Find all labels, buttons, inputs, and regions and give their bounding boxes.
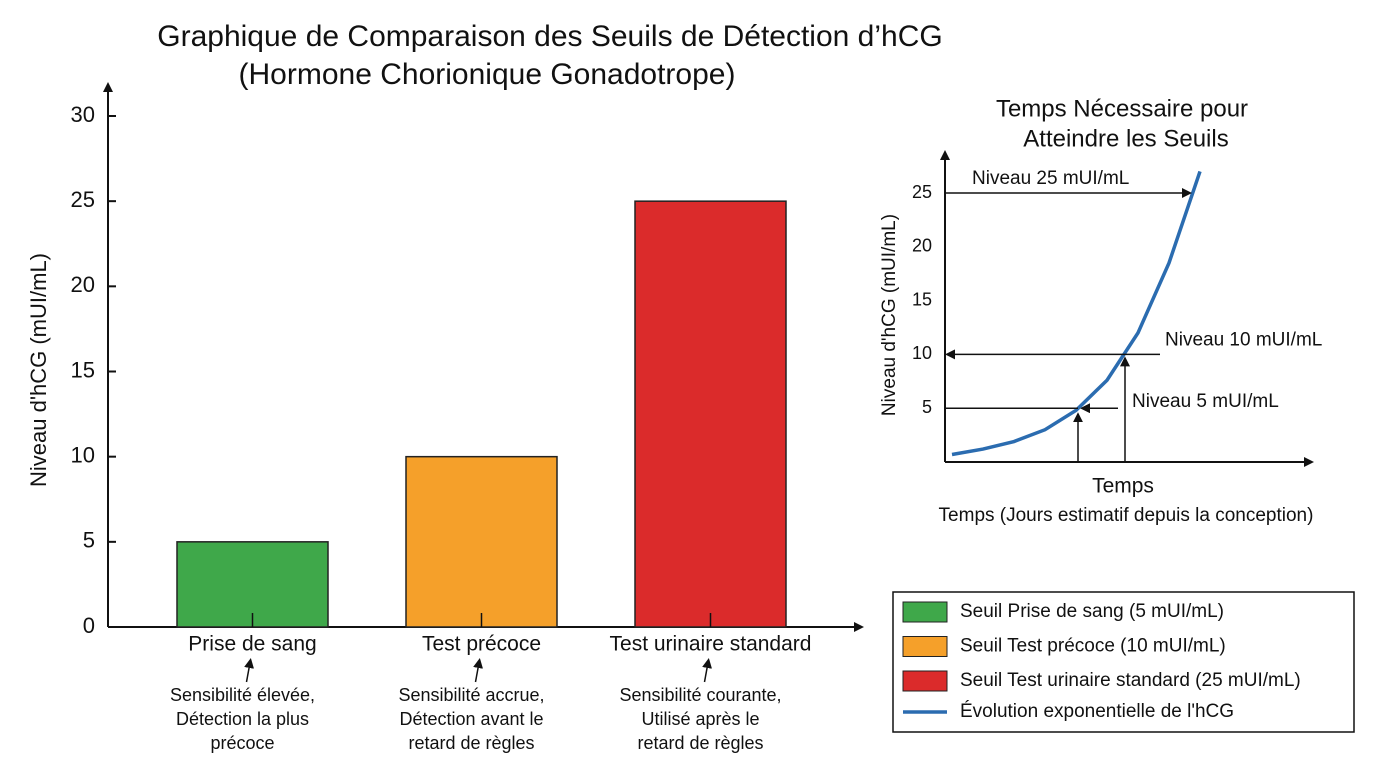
annotation: Niveau 10 mUI/mL xyxy=(1165,329,1322,350)
note-arrow xyxy=(702,658,712,683)
category-note: Détection avant le xyxy=(399,709,543,729)
category-note: retard de règles xyxy=(408,733,534,753)
category-note: Utilisé après le xyxy=(641,709,759,729)
legend-swatch xyxy=(902,601,948,623)
category-note: retard de règles xyxy=(637,733,763,753)
x-axis-sublabel: Temps (Jours estimatif depuis la concept… xyxy=(939,505,1314,526)
y-axis-label: Niveau d'hCG (mUI/mL) xyxy=(879,214,900,416)
legend-label: Seuil Prise de sang (5 mUI/mL) xyxy=(960,601,1224,622)
y-tick-label: 0 xyxy=(83,613,95,638)
y-tick-label: 25 xyxy=(71,187,95,212)
x-tick-label: Test précoce xyxy=(422,633,541,656)
category-note: précoce xyxy=(210,733,274,753)
bar xyxy=(176,541,329,628)
bar xyxy=(405,455,558,628)
chart-title: Graphique de Comparaison des Seuils de D… xyxy=(157,20,942,53)
annotation: Niveau 25 mUI/mL xyxy=(972,168,1129,189)
category-note: Sensibilité élevée, xyxy=(170,685,315,705)
chart-title: Temps Nécessaire pour xyxy=(996,95,1248,122)
y-tick-label: 15 xyxy=(912,289,932,309)
line-series xyxy=(951,170,1202,457)
y-tick-label: 15 xyxy=(71,357,95,382)
category-note: Détection la plus xyxy=(176,709,309,729)
y-tick-label: 5 xyxy=(83,528,95,553)
chart-title: (Hormone Chorionique Gonadotrope) xyxy=(239,58,736,91)
y-tick-label: 10 xyxy=(912,343,932,363)
legend-label: Évolution exponentielle de l'hCG xyxy=(960,701,1234,722)
category-note: Sensibilité accrue, xyxy=(398,685,544,705)
legend-label: Seuil Test urinaire standard (25 mUI/mL) xyxy=(960,670,1301,691)
legend-swatch xyxy=(902,670,948,692)
chart-title: Atteindre les Seuils xyxy=(1023,125,1228,152)
y-tick-label: 5 xyxy=(922,397,932,417)
y-tick-label: 25 xyxy=(912,182,932,202)
x-tick-label: Prise de sang xyxy=(188,633,316,656)
annotation: Niveau 5 mUI/mL xyxy=(1132,391,1279,412)
y-tick-label: 10 xyxy=(71,442,95,467)
y-tick-label: 20 xyxy=(71,272,95,297)
legend-label: Seuil Test précoce (10 mUI/mL) xyxy=(960,636,1226,657)
bar xyxy=(634,200,787,628)
note-arrow xyxy=(244,658,254,683)
note-arrow xyxy=(473,658,483,683)
category-note: Sensibilité courante, xyxy=(619,685,781,705)
y-tick-label: 20 xyxy=(912,236,932,256)
legend-swatch xyxy=(902,636,948,657)
y-tick-label: 30 xyxy=(71,102,95,127)
x-axis-label: Temps xyxy=(1092,475,1154,498)
legend-box xyxy=(892,591,1355,733)
y-axis-label: Niveau d'hCG (mUI/mL) xyxy=(26,253,51,487)
x-tick-label: Test urinaire standard xyxy=(610,633,812,656)
